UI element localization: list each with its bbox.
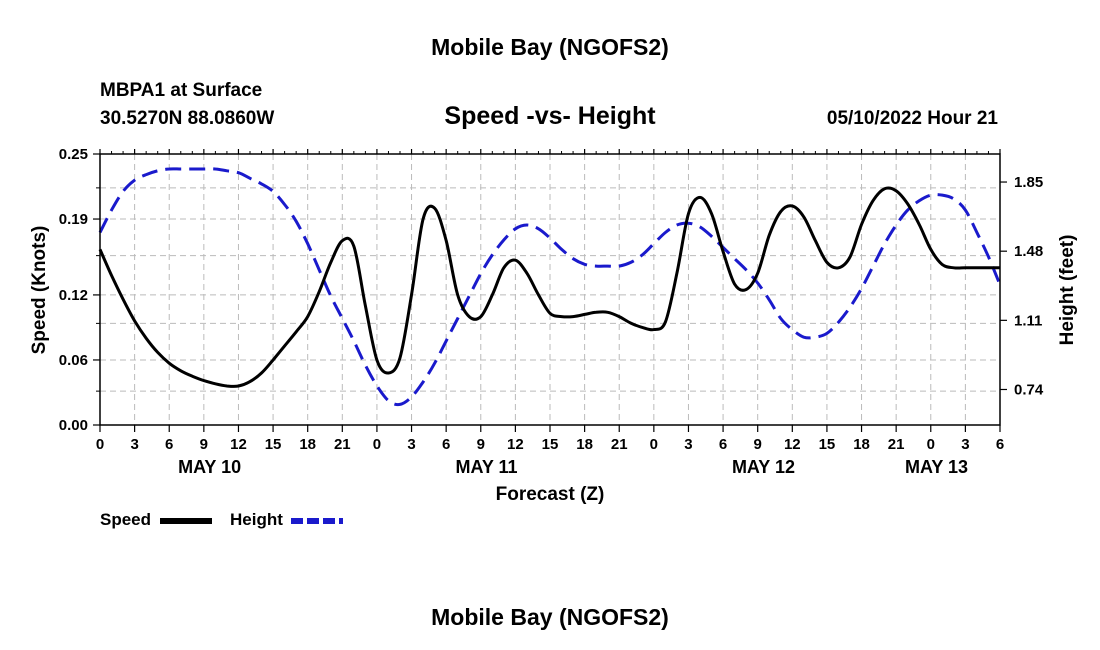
legend-speed-label: Speed xyxy=(100,510,151,529)
x-tick-label: 15 xyxy=(265,436,282,453)
x-tick-label: 12 xyxy=(784,436,801,453)
y-tick-label: 0.12 xyxy=(59,287,88,304)
y-tick-label: 0.19 xyxy=(59,211,88,228)
x-tick-label: 21 xyxy=(888,436,905,453)
height-series-line xyxy=(98,167,1002,407)
x-tick-label: 9 xyxy=(200,436,208,453)
y-tick-label: 0.00 xyxy=(59,417,88,434)
grid-lines xyxy=(100,154,1000,425)
forecast-datetime: 05/10/2022 Hour 21 xyxy=(827,108,999,129)
legend-height-label: Height xyxy=(230,510,283,529)
x-tick-label: 21 xyxy=(334,436,351,453)
x-tick-label: 6 xyxy=(442,436,450,453)
chart-subtitle: Speed -vs- Height xyxy=(444,102,656,130)
x-tick-label: 15 xyxy=(542,436,559,453)
y-tick-label: 0.25 xyxy=(59,146,88,163)
day-label: MAY 11 xyxy=(456,457,518,477)
station-coordinates: 30.5270N 88.0860W xyxy=(100,108,274,129)
x-tick-label: 18 xyxy=(853,436,870,453)
y2-tick-label: 1.11 xyxy=(1014,312,1042,329)
x-tick-label: 6 xyxy=(719,436,727,453)
x-tick-label: 6 xyxy=(165,436,173,453)
day-label: MAY 13 xyxy=(905,457,968,477)
x-tick-label: 0 xyxy=(96,436,104,453)
x-tick-label: 3 xyxy=(407,436,415,453)
x-tick-label: 3 xyxy=(684,436,692,453)
x-tick-label: 12 xyxy=(230,436,247,453)
x-tick-label: 3 xyxy=(130,436,138,453)
x-tick-label: 9 xyxy=(754,436,762,453)
x-tick-label: 3 xyxy=(961,436,969,453)
station-label: MBPA1 at Surface xyxy=(100,80,262,101)
chart-title: Mobile Bay (NGOFS2) xyxy=(431,34,669,60)
x-tick-label: 12 xyxy=(507,436,524,453)
x-tick-label: 6 xyxy=(996,436,1004,453)
y-tick-label: 0.06 xyxy=(59,352,88,369)
day-label: MAY 10 xyxy=(178,457,241,477)
axes: 0 3 6 9 12 15 18 21 0 3 6 9 12 15 18 21 0 3 6 9 12 15 18 21 0 3 6M… xyxy=(59,146,1044,477)
series-lines xyxy=(98,167,1002,407)
x-tick-label: 0 xyxy=(373,436,381,453)
y2-tick-label: 0.74 xyxy=(1014,381,1044,398)
day-label: MAY 12 xyxy=(732,457,795,477)
x-tick-label: 18 xyxy=(299,436,316,453)
x-tick-label: 0 xyxy=(650,436,658,453)
x-tick-label: 18 xyxy=(576,436,593,453)
y2-axis-title: Height (feet) xyxy=(1057,235,1078,346)
y-axis-title: Speed (Knots) xyxy=(29,226,50,355)
legend: Speed Height xyxy=(100,510,343,529)
y2-tick-label: 1.85 xyxy=(1014,174,1043,191)
speed-series-line xyxy=(98,186,1000,388)
x-tick-label: 0 xyxy=(927,436,935,453)
x-axis-title: Forecast (Z) xyxy=(496,484,605,505)
x-tick-label: 15 xyxy=(819,436,836,453)
x-tick-label: 21 xyxy=(611,436,628,453)
footer-title: Mobile Bay (NGOFS2) xyxy=(431,604,669,630)
y2-tick-label: 1.48 xyxy=(1014,243,1043,260)
x-tick-label: 9 xyxy=(477,436,485,453)
